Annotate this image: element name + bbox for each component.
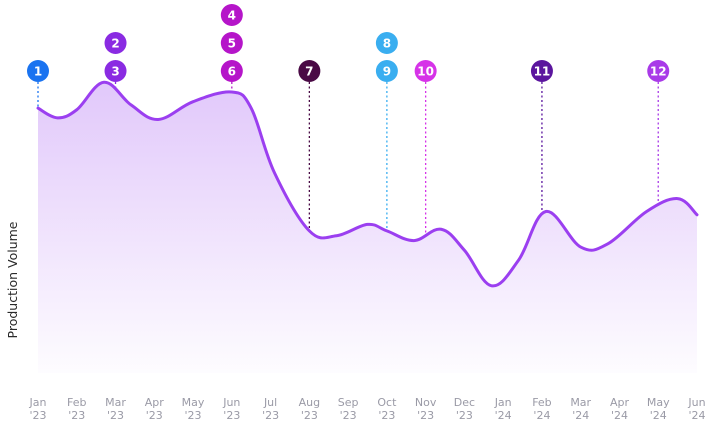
x-tick-month: May [647, 396, 670, 409]
x-tick-year: '23 [301, 409, 318, 422]
annotation-marker-label: 7 [305, 64, 313, 78]
x-tick-year: '23 [146, 409, 163, 422]
x-tick-month: Jan [29, 396, 47, 409]
x-tick-year: '23 [378, 409, 395, 422]
line-layer [36, 80, 699, 288]
area-layer [38, 82, 697, 374]
annotation-marker-label: 8 [383, 36, 391, 50]
annotation-marker-12[interactable]: 12 [647, 60, 670, 82]
x-tick-year: '24 [533, 409, 550, 422]
x-tick-year: '23 [107, 409, 124, 422]
x-tick-year: '24 [688, 409, 705, 422]
annotation-marker-label: 12 [650, 64, 667, 78]
x-tick-month: Oct [377, 396, 397, 409]
annotation-marker-circle [27, 60, 49, 82]
x-tick-month: Mar [105, 396, 126, 409]
x-tick-year: '23 [223, 409, 240, 422]
x-tick-year: '23 [340, 409, 357, 422]
x-tick-month: Feb [532, 396, 551, 409]
annotation-marker-label: 2 [111, 36, 119, 50]
x-tick-month: Feb [67, 396, 86, 409]
annotation-marker-8[interactable]: 8 [375, 32, 398, 54]
annotation-marker-5[interactable]: 5 [220, 32, 243, 54]
annotation-marker-label: 3 [111, 64, 119, 78]
annotation-marker-label: 5 [228, 36, 236, 50]
x-tick-year: '23 [29, 409, 46, 422]
x-tick-month: Jan [494, 396, 512, 409]
x-tick-month: Nov [415, 396, 437, 409]
annotation-marker-circle [298, 60, 321, 82]
annotation-marker-label: 4 [228, 8, 236, 22]
annotation-marker-label: 6 [228, 64, 236, 78]
annotation-marker-circle [647, 60, 670, 82]
annotation-marker-6[interactable]: 6 [220, 60, 243, 82]
annotation-marker-circle [220, 60, 243, 82]
annotation-marker-9[interactable]: 9 [375, 60, 398, 82]
x-tick-month: Apr [610, 396, 630, 409]
x-tick-month: Jul [263, 396, 277, 409]
x-tick-year: '23 [68, 409, 85, 422]
area-fill [38, 82, 697, 374]
x-tick-month: Dec [454, 396, 475, 409]
x-tick-year: '24 [495, 409, 512, 422]
x-tick-year: '23 [185, 409, 202, 422]
x-tick-year: '23 [417, 409, 434, 422]
annotation-marker-label: 1 [34, 64, 42, 78]
annotation-marker-circle [414, 60, 437, 82]
x-tick-year: '24 [650, 409, 667, 422]
annotation-marker-circle [220, 32, 243, 54]
annotation-marker-circle [375, 60, 398, 82]
x-tick-year: '24 [611, 409, 628, 422]
annotation-marker-circle [104, 60, 127, 82]
annotation-marker-label: 10 [417, 64, 434, 78]
x-tick-month: Jun [687, 396, 705, 409]
annotation-marker-label: 11 [534, 64, 551, 78]
annotation-marker-2[interactable]: 2 [104, 32, 127, 54]
annotation-marker-label: 9 [383, 64, 391, 78]
annotation-marker-11[interactable]: 11 [530, 60, 553, 82]
x-axis: Jan'23Feb'23Mar'23Apr'23May'23Jun'23Jul'… [29, 396, 706, 422]
annotation-marker-4[interactable]: 4 [220, 4, 243, 26]
x-tick-month: Apr [145, 396, 165, 409]
x-tick-year: '23 [456, 409, 473, 422]
x-tick-month: Jun [222, 396, 240, 409]
annotation-marker-circle [104, 32, 127, 54]
annotation-marker-circle [220, 4, 243, 26]
x-tick-month: Sep [338, 396, 359, 409]
annotation-marker-circle [375, 32, 398, 54]
annotation-marker-circle [530, 60, 553, 82]
x-tick-month: May [182, 396, 205, 409]
x-tick-year: '23 [262, 409, 279, 422]
annotation-marker-1[interactable]: 1 [27, 60, 49, 82]
y-axis-label: Production Volume [5, 221, 20, 338]
x-tick-month: Aug [299, 396, 320, 409]
annotation-marker-3[interactable]: 3 [104, 60, 127, 82]
annotation-marker-10[interactable]: 10 [414, 60, 437, 82]
annotation-marker-7[interactable]: 7 [298, 60, 321, 82]
series-line [36, 80, 699, 288]
x-tick-year: '24 [572, 409, 589, 422]
x-tick-month: Mar [570, 396, 591, 409]
